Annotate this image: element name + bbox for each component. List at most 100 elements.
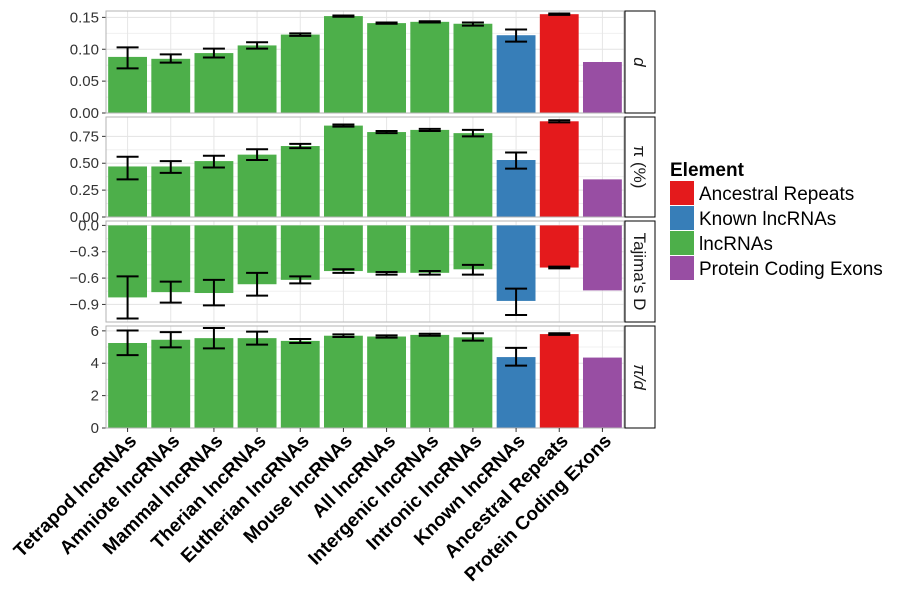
panel-border bbox=[105, 220, 625, 323]
bar bbox=[323, 335, 363, 428]
bar bbox=[582, 62, 622, 113]
bar bbox=[323, 16, 363, 114]
error-bar bbox=[505, 287, 528, 316]
error-bar bbox=[505, 151, 528, 170]
facet-strip bbox=[624, 10, 656, 114]
error-bar bbox=[202, 278, 225, 307]
facet-strip bbox=[624, 325, 656, 429]
error-bar bbox=[116, 46, 139, 70]
legend-swatch bbox=[670, 181, 694, 205]
y-tick-label: 0.25 bbox=[70, 182, 99, 199]
error-bar bbox=[332, 333, 355, 339]
y-tick-label: 0.15 bbox=[70, 9, 99, 26]
bar bbox=[539, 225, 579, 268]
error-bar bbox=[159, 53, 182, 64]
panel-border bbox=[105, 116, 625, 218]
facet-strip bbox=[624, 116, 656, 218]
legend-swatch bbox=[670, 231, 694, 255]
error-bar bbox=[202, 154, 225, 169]
legend-title: Element bbox=[670, 160, 745, 181]
panel-1: 0.00 0.05 0.10 0.15 d bbox=[70, 9, 656, 122]
error-bar bbox=[461, 21, 484, 27]
bar bbox=[453, 133, 493, 217]
bar bbox=[323, 125, 363, 217]
bar bbox=[194, 338, 234, 428]
error-bar bbox=[505, 28, 528, 43]
bar bbox=[237, 45, 277, 113]
bar bbox=[539, 334, 579, 428]
bar bbox=[194, 53, 234, 113]
bar bbox=[323, 225, 363, 272]
error-bar bbox=[332, 123, 355, 128]
bar bbox=[108, 343, 148, 428]
error-bar bbox=[332, 268, 355, 274]
y-tick-label: 0.05 bbox=[70, 73, 99, 90]
bar bbox=[367, 225, 407, 273]
bar bbox=[280, 340, 320, 428]
panel-background bbox=[106, 326, 624, 428]
error-bar bbox=[159, 280, 182, 304]
error-bar bbox=[116, 275, 139, 320]
bar bbox=[194, 161, 234, 217]
y-tick-label: −0.3 bbox=[69, 244, 99, 261]
error-bar bbox=[202, 47, 225, 59]
error-bar bbox=[375, 270, 398, 276]
legend-item-label: Protein Coding Exons bbox=[699, 259, 883, 280]
bar bbox=[151, 58, 191, 113]
panel-border bbox=[105, 10, 625, 114]
y-tick-label: 0.75 bbox=[70, 128, 99, 145]
bar bbox=[151, 339, 191, 428]
error-bar bbox=[116, 155, 139, 181]
error-bar bbox=[548, 12, 571, 16]
panel-3: 0.0 −0.3 −0.6 −0.9 Tajima's D bbox=[69, 217, 656, 323]
bar bbox=[539, 14, 579, 113]
legend: Element Ancestral Repeats Known lncRNAs ln… bbox=[670, 160, 883, 280]
error-bar bbox=[159, 331, 182, 349]
error-bar bbox=[461, 128, 484, 138]
legend-swatch bbox=[670, 206, 694, 230]
legend-item-label: Known lncRNAs bbox=[699, 209, 836, 230]
y-tick-label: 6 bbox=[91, 323, 99, 340]
y-tick-label: −0.9 bbox=[69, 296, 99, 313]
facet-strip-label: d bbox=[630, 57, 649, 67]
facet-strip-label: π (%) bbox=[630, 146, 649, 189]
error-bar bbox=[116, 329, 139, 357]
bar bbox=[280, 34, 320, 113]
y-tick-label: 0.50 bbox=[70, 155, 99, 172]
legend-item-label: lncRNAs bbox=[699, 234, 773, 255]
error-bar bbox=[246, 148, 269, 162]
panel-border bbox=[105, 325, 625, 429]
bar bbox=[367, 23, 407, 113]
bar bbox=[453, 23, 493, 113]
y-tick-label: 0.00 bbox=[70, 105, 99, 122]
error-bar bbox=[159, 160, 182, 174]
panel-2: 0.00 0.25 0.50 0.75 π (%) bbox=[70, 116, 656, 226]
bar bbox=[410, 21, 450, 113]
bar bbox=[496, 357, 536, 428]
bar bbox=[237, 338, 277, 428]
y-tick-label: 0.10 bbox=[70, 41, 99, 58]
error-bar bbox=[418, 20, 441, 24]
error-bar bbox=[332, 14, 355, 18]
error-bar bbox=[548, 332, 571, 336]
error-bar bbox=[289, 142, 312, 150]
error-bar bbox=[418, 127, 441, 132]
error-bar bbox=[375, 334, 398, 339]
error-bar bbox=[548, 265, 571, 270]
error-bar bbox=[375, 129, 398, 135]
bar bbox=[237, 154, 277, 217]
bar bbox=[367, 336, 407, 428]
bar bbox=[280, 146, 320, 217]
facet-strip-label: π/d bbox=[630, 364, 649, 390]
y-tick-label: 2 bbox=[91, 388, 99, 405]
error-bar bbox=[289, 275, 312, 285]
legend-swatch bbox=[670, 256, 694, 280]
error-bar bbox=[461, 263, 484, 276]
chart-panels: 0.00 0.05 0.10 0.15 d0.00 0.25 0.50 0.75 π (%) 0.… bbox=[69, 9, 656, 437]
error-bar bbox=[246, 330, 269, 346]
error-bar bbox=[461, 332, 484, 342]
error-bar bbox=[375, 21, 398, 25]
bar bbox=[280, 225, 320, 280]
